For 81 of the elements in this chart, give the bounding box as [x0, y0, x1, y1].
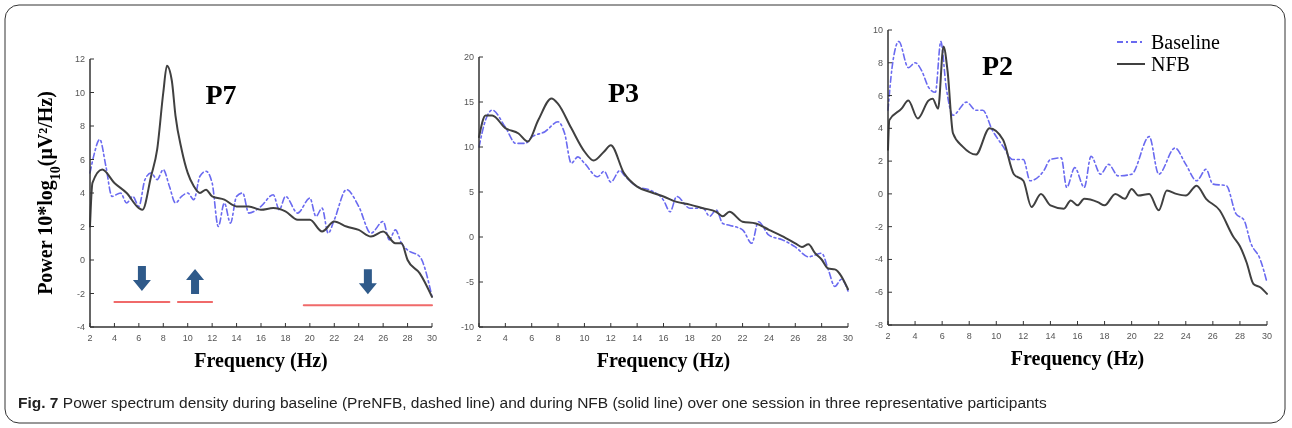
x-tick-label: 22: [329, 333, 340, 343]
x-tick-label: 8: [160, 333, 166, 343]
text: P2: [981, 50, 1014, 81]
y-tick-label: -4: [874, 254, 883, 265]
text: P3: [607, 77, 640, 108]
x-tick-label: 2: [476, 333, 482, 343]
x-tick-label: 20: [304, 333, 315, 343]
y-tick-label: 20: [463, 52, 474, 62]
y-tick-label: -2: [76, 288, 85, 299]
x-tick-label: 24: [1180, 331, 1191, 341]
y-tick-label: -8: [874, 320, 883, 330]
y-tick-label: 8: [79, 121, 85, 131]
y-tick-label: 4: [79, 188, 85, 198]
x-tick-label: 2: [885, 331, 891, 341]
x-tick-label: 16: [1072, 331, 1083, 341]
x-tick-label: 6: [529, 333, 535, 343]
x-tick-label: 26: [790, 333, 801, 343]
caption: Fig. 7 Power spectrum density during baseline (PreNFB, dashed line) and during NFB (solid line) over one session in three representative participants: [18, 394, 1047, 411]
x-tick-label: 14: [632, 333, 643, 343]
x-tick-label: 24: [763, 333, 774, 343]
y-tick-label: 15: [463, 97, 474, 107]
x-tick-label: 14: [1045, 331, 1056, 341]
y-tick-label: 0: [877, 188, 883, 199]
y-tick-label: 10: [463, 142, 474, 152]
y-tick-label: 10: [74, 87, 85, 98]
x-tick-label: 4: [912, 331, 918, 341]
x-tick-label: 28: [816, 333, 827, 343]
y-tick-label: -2: [874, 221, 883, 232]
x-tick-label: 18: [280, 333, 291, 343]
x-tick-label: 28: [402, 333, 413, 343]
x-axis-title: Frequency (Hz): [194, 349, 328, 372]
y-tick-label: -5: [465, 277, 474, 287]
x-tick-label: 10: [579, 333, 590, 343]
y-tick-label: 6: [877, 90, 883, 101]
x-tick-label: 26: [378, 333, 389, 343]
x-tick-label: 8: [555, 333, 561, 343]
legend-label: NFB: [1151, 53, 1190, 75]
y-tick-label: 0: [79, 255, 85, 265]
x-tick-label: 16: [658, 333, 669, 343]
y-tick-label: -10: [460, 322, 474, 332]
legend-label: Baseline: [1151, 31, 1220, 53]
x-tick-label: 4: [502, 333, 508, 343]
x-tick-label: 8: [966, 331, 972, 341]
y-tick-label: 4: [877, 123, 883, 134]
y-tick-label: 2: [79, 221, 85, 232]
x-tick-label: 18: [1099, 331, 1110, 341]
x-tick-label: 16: [255, 333, 267, 343]
x-tick-label: 4: [111, 333, 117, 343]
text: P7: [205, 79, 237, 110]
x-tick-label: 30: [426, 333, 438, 343]
x-tick-label: 20: [711, 333, 722, 343]
y-tick-label: 12: [74, 54, 85, 64]
x-tick-label: 30: [842, 333, 854, 343]
y-tick-label: -6: [874, 287, 883, 298]
x-axis-title: Frequency (Hz): [596, 349, 731, 372]
x-tick-label: 30: [1261, 331, 1273, 341]
x-tick-label: 12: [1018, 331, 1029, 341]
x-tick-label: 12: [207, 333, 218, 343]
x-tick-label: 22: [737, 333, 748, 343]
x-tick-label: 10: [182, 333, 193, 343]
x-tick-label: 26: [1207, 331, 1218, 341]
y-tick-label: 0: [468, 232, 474, 242]
x-tick-label: 14: [231, 333, 242, 343]
y-tick-label: -4: [76, 322, 85, 332]
y-tick-label: 2: [877, 156, 883, 167]
x-tick-label: 18: [684, 333, 695, 343]
y-tick-label: 5: [468, 187, 474, 197]
x-tick-label: 6: [939, 331, 945, 341]
x-tick-label: 10: [991, 331, 1002, 341]
x-tick-label: 24: [353, 333, 364, 343]
x-tick-label: 2: [87, 333, 93, 343]
x-tick-label: 12: [605, 333, 616, 343]
x-tick-label: 28: [1234, 331, 1245, 341]
y-tick-label: 8: [877, 57, 883, 68]
y-tick-label: 6: [79, 154, 85, 165]
x-tick-label: 6: [136, 333, 142, 343]
y-tick-label: 10: [872, 25, 883, 35]
line-series: [89, 64, 433, 298]
x-axis-title: Frequency (Hz): [1010, 347, 1145, 370]
x-tick-label: 20: [1126, 331, 1137, 341]
x-tick-label: 22: [1153, 331, 1164, 341]
